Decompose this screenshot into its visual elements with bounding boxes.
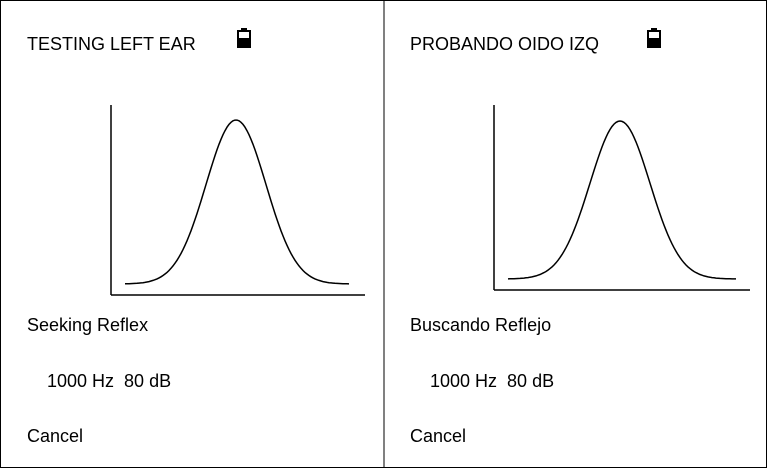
panel-title: PROBANDO OIDO IZQ [410, 34, 599, 54]
battery-nub [241, 28, 247, 31]
tone-text: 1000 Hz 80 dB [47, 371, 171, 391]
response-curve [125, 119, 350, 285]
status-text: Buscando Reflejo [410, 315, 551, 335]
battery-nub [651, 28, 657, 31]
panel-title: TESTING LEFT EAR [27, 34, 196, 54]
cancel-button[interactable]: Cancel [410, 426, 466, 446]
status-text: Seeking Reflex [27, 315, 148, 335]
battery-icon [647, 28, 661, 48]
panel: TESTING LEFT EAR Seeking Reflex 1000 Hz 80… [27, 28, 365, 446]
battery-level [238, 38, 250, 47]
tone-text: 1000 Hz 80 dB [430, 371, 554, 391]
panel: PROBANDO OIDO IZQ Buscando Reflejo 1000 Hz… [410, 28, 750, 446]
battery-icon [237, 28, 251, 48]
response-curve [507, 120, 736, 280]
battery-level [648, 38, 660, 47]
cancel-button[interactable]: Cancel [27, 426, 83, 446]
